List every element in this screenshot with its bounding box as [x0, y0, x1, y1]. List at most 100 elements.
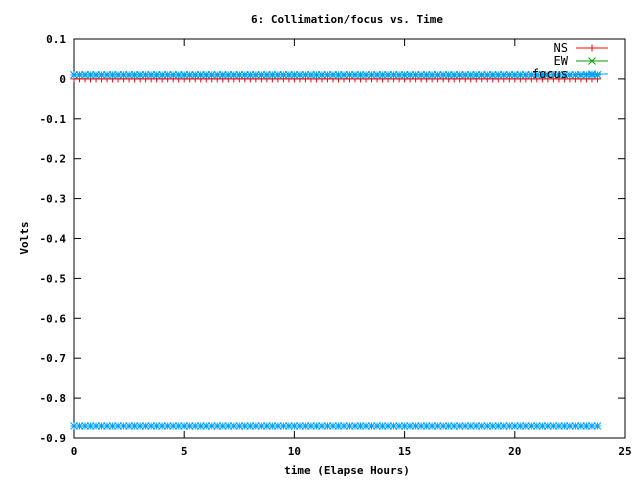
x-tick-label: 0: [71, 445, 78, 458]
data-point-focus-upper: [527, 71, 536, 79]
y-axis-label: Volts: [18, 221, 31, 254]
data-point-focus: [577, 422, 585, 430]
data-point-focus-upper: [92, 71, 100, 79]
data-point-focus: [472, 422, 481, 430]
data-point-focus-upper: [235, 71, 244, 79]
data-point-focus-upper: [174, 71, 183, 79]
data-point-focus: [246, 422, 255, 430]
data-point-focus: [268, 422, 277, 430]
data-point-focus: [318, 422, 326, 430]
x-tick-label: 15: [398, 445, 411, 458]
data-point-focus-upper: [97, 71, 106, 79]
x-tick-label: 25: [618, 445, 631, 458]
data-point-focus-upper: [180, 71, 189, 79]
y-tick-label: -0.9: [40, 432, 67, 445]
legend-marker-focus: [588, 70, 596, 78]
data-point-focus: [92, 422, 100, 430]
legend-label-ns: NS: [554, 41, 568, 55]
data-point-focus-upper: [329, 71, 337, 79]
series-focus: [70, 422, 602, 430]
data-point-focus: [406, 422, 414, 430]
data-point-focus-upper: [466, 71, 475, 79]
y-tick-label: 0: [59, 73, 66, 86]
data-point-focus-upper: [229, 71, 238, 79]
data-point-focus-upper: [296, 71, 304, 79]
series-focus-upper: [70, 71, 602, 79]
data-point-focus: [240, 422, 249, 430]
y-tick-label: -0.6: [40, 312, 67, 325]
data-point-focus-upper: [307, 71, 315, 79]
data-point-focus-upper: [125, 71, 133, 79]
data-point-focus: [301, 422, 310, 430]
y-tick-label: -0.8: [40, 392, 67, 405]
data-point-focus-upper: [108, 71, 117, 79]
data-point-focus: [593, 422, 602, 430]
data-point-focus: [417, 422, 425, 430]
data-point-focus: [296, 422, 304, 430]
data-point-focus: [428, 422, 437, 430]
data-point-focus-upper: [472, 71, 481, 79]
data-point-focus: [97, 422, 106, 430]
legend-marker-ns: [588, 44, 596, 52]
data-point-focus: [108, 422, 117, 430]
legend-label-focus: focus: [532, 67, 568, 81]
data-point-focus-upper: [301, 71, 310, 79]
data-point-focus-upper: [455, 71, 464, 79]
data-point-focus-upper: [362, 71, 370, 79]
data-point-focus-upper: [279, 71, 288, 79]
x-tick-label: 5: [181, 445, 188, 458]
data-point-focus-upper: [141, 71, 150, 79]
data-point-focus-upper: [274, 71, 282, 79]
data-point-focus-upper: [544, 71, 552, 79]
data-point-focus-upper: [136, 71, 144, 79]
y-tick-label: -0.7: [40, 352, 67, 365]
series-layer: [70, 71, 602, 430]
series-ns: [70, 75, 601, 83]
data-point-focus: [549, 422, 558, 430]
axis-ticks: 0.1 0 -0.1 -0.2 -0.3 -0.4 -0.5 -0.6 -0.7 -0.8 -0.9…: [40, 33, 632, 458]
y-tick-label: 0.1: [46, 33, 66, 46]
data-point-focus: [521, 422, 530, 430]
legend-label-ew: EW: [554, 54, 569, 68]
data-point-focus-upper: [505, 71, 514, 79]
y-tick-label: -0.1: [40, 113, 67, 126]
data-point-focus-upper: [395, 71, 403, 79]
data-point-focus-upper: [417, 71, 425, 79]
y-tick-label: -0.2: [40, 153, 67, 166]
y-tick-label: -0.3: [40, 193, 67, 206]
data-point-focus-upper: [389, 71, 398, 79]
data-point-focus: [555, 422, 563, 430]
data-point-focus-upper: [532, 71, 541, 79]
data-point-focus-upper: [483, 71, 492, 79]
data-point-focus-upper: [70, 71, 78, 79]
data-point-focus-upper: [334, 71, 343, 79]
data-point-focus: [81, 422, 89, 430]
x-tick-label: 20: [508, 445, 521, 458]
data-point-focus: [185, 422, 194, 430]
data-point-focus: [444, 422, 453, 430]
legend-marker-ew: [588, 57, 596, 65]
data-point-focus-upper: [516, 71, 525, 79]
y-tick-label: -0.4: [40, 233, 67, 246]
data-point-focus-upper: [566, 71, 574, 79]
x-tick-label: 10: [288, 445, 301, 458]
plot-frame: [73, 38, 626, 439]
y-tick-label: -0.5: [40, 272, 67, 285]
chart-title: 6: Collimation/focus vs. Time: [251, 13, 443, 26]
data-point-focus: [169, 422, 178, 430]
data-point-focus: [334, 422, 343, 430]
data-point-focus-upper: [411, 71, 420, 79]
data-point-focus: [340, 422, 348, 430]
data-point-focus-upper: [218, 71, 227, 79]
data-point-focus: [290, 422, 299, 430]
data-point-focus: [461, 422, 470, 430]
x-axis-label: time (Elapse Hours): [284, 464, 410, 477]
data-point-focus: [345, 422, 354, 430]
data-point-focus: [527, 422, 536, 430]
data-point-focus: [362, 422, 370, 430]
data-point-focus: [439, 422, 448, 430]
data-point-focus: [516, 422, 525, 430]
data-point-focus-upper: [86, 71, 95, 79]
